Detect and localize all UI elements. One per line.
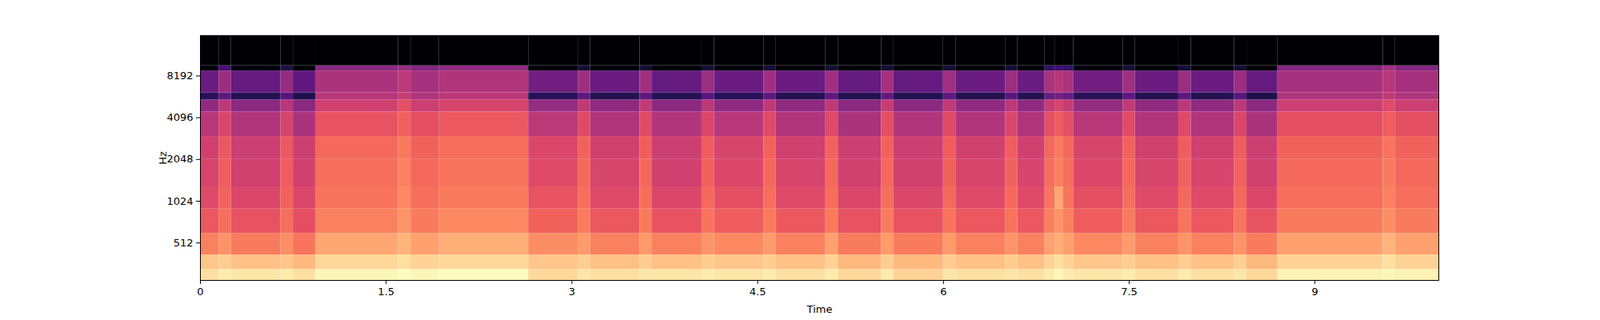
svg-text:4.5: 4.5	[749, 285, 767, 298]
svg-text:6: 6	[940, 285, 947, 298]
svg-text:1024: 1024	[166, 195, 193, 208]
svg-text:4096: 4096	[166, 111, 193, 124]
svg-text:2048: 2048	[166, 152, 193, 165]
svg-text:9: 9	[1312, 285, 1319, 298]
svg-text:512: 512	[173, 236, 194, 249]
svg-text:1.5: 1.5	[377, 285, 395, 298]
svg-text:7.5: 7.5	[1120, 285, 1138, 298]
svg-text:3: 3	[568, 285, 576, 298]
svg-text:Hz: Hz	[156, 151, 169, 165]
svg-text:0: 0	[196, 285, 204, 298]
svg-text:Time: Time	[806, 303, 833, 316]
svg-text:8192: 8192	[166, 69, 193, 82]
